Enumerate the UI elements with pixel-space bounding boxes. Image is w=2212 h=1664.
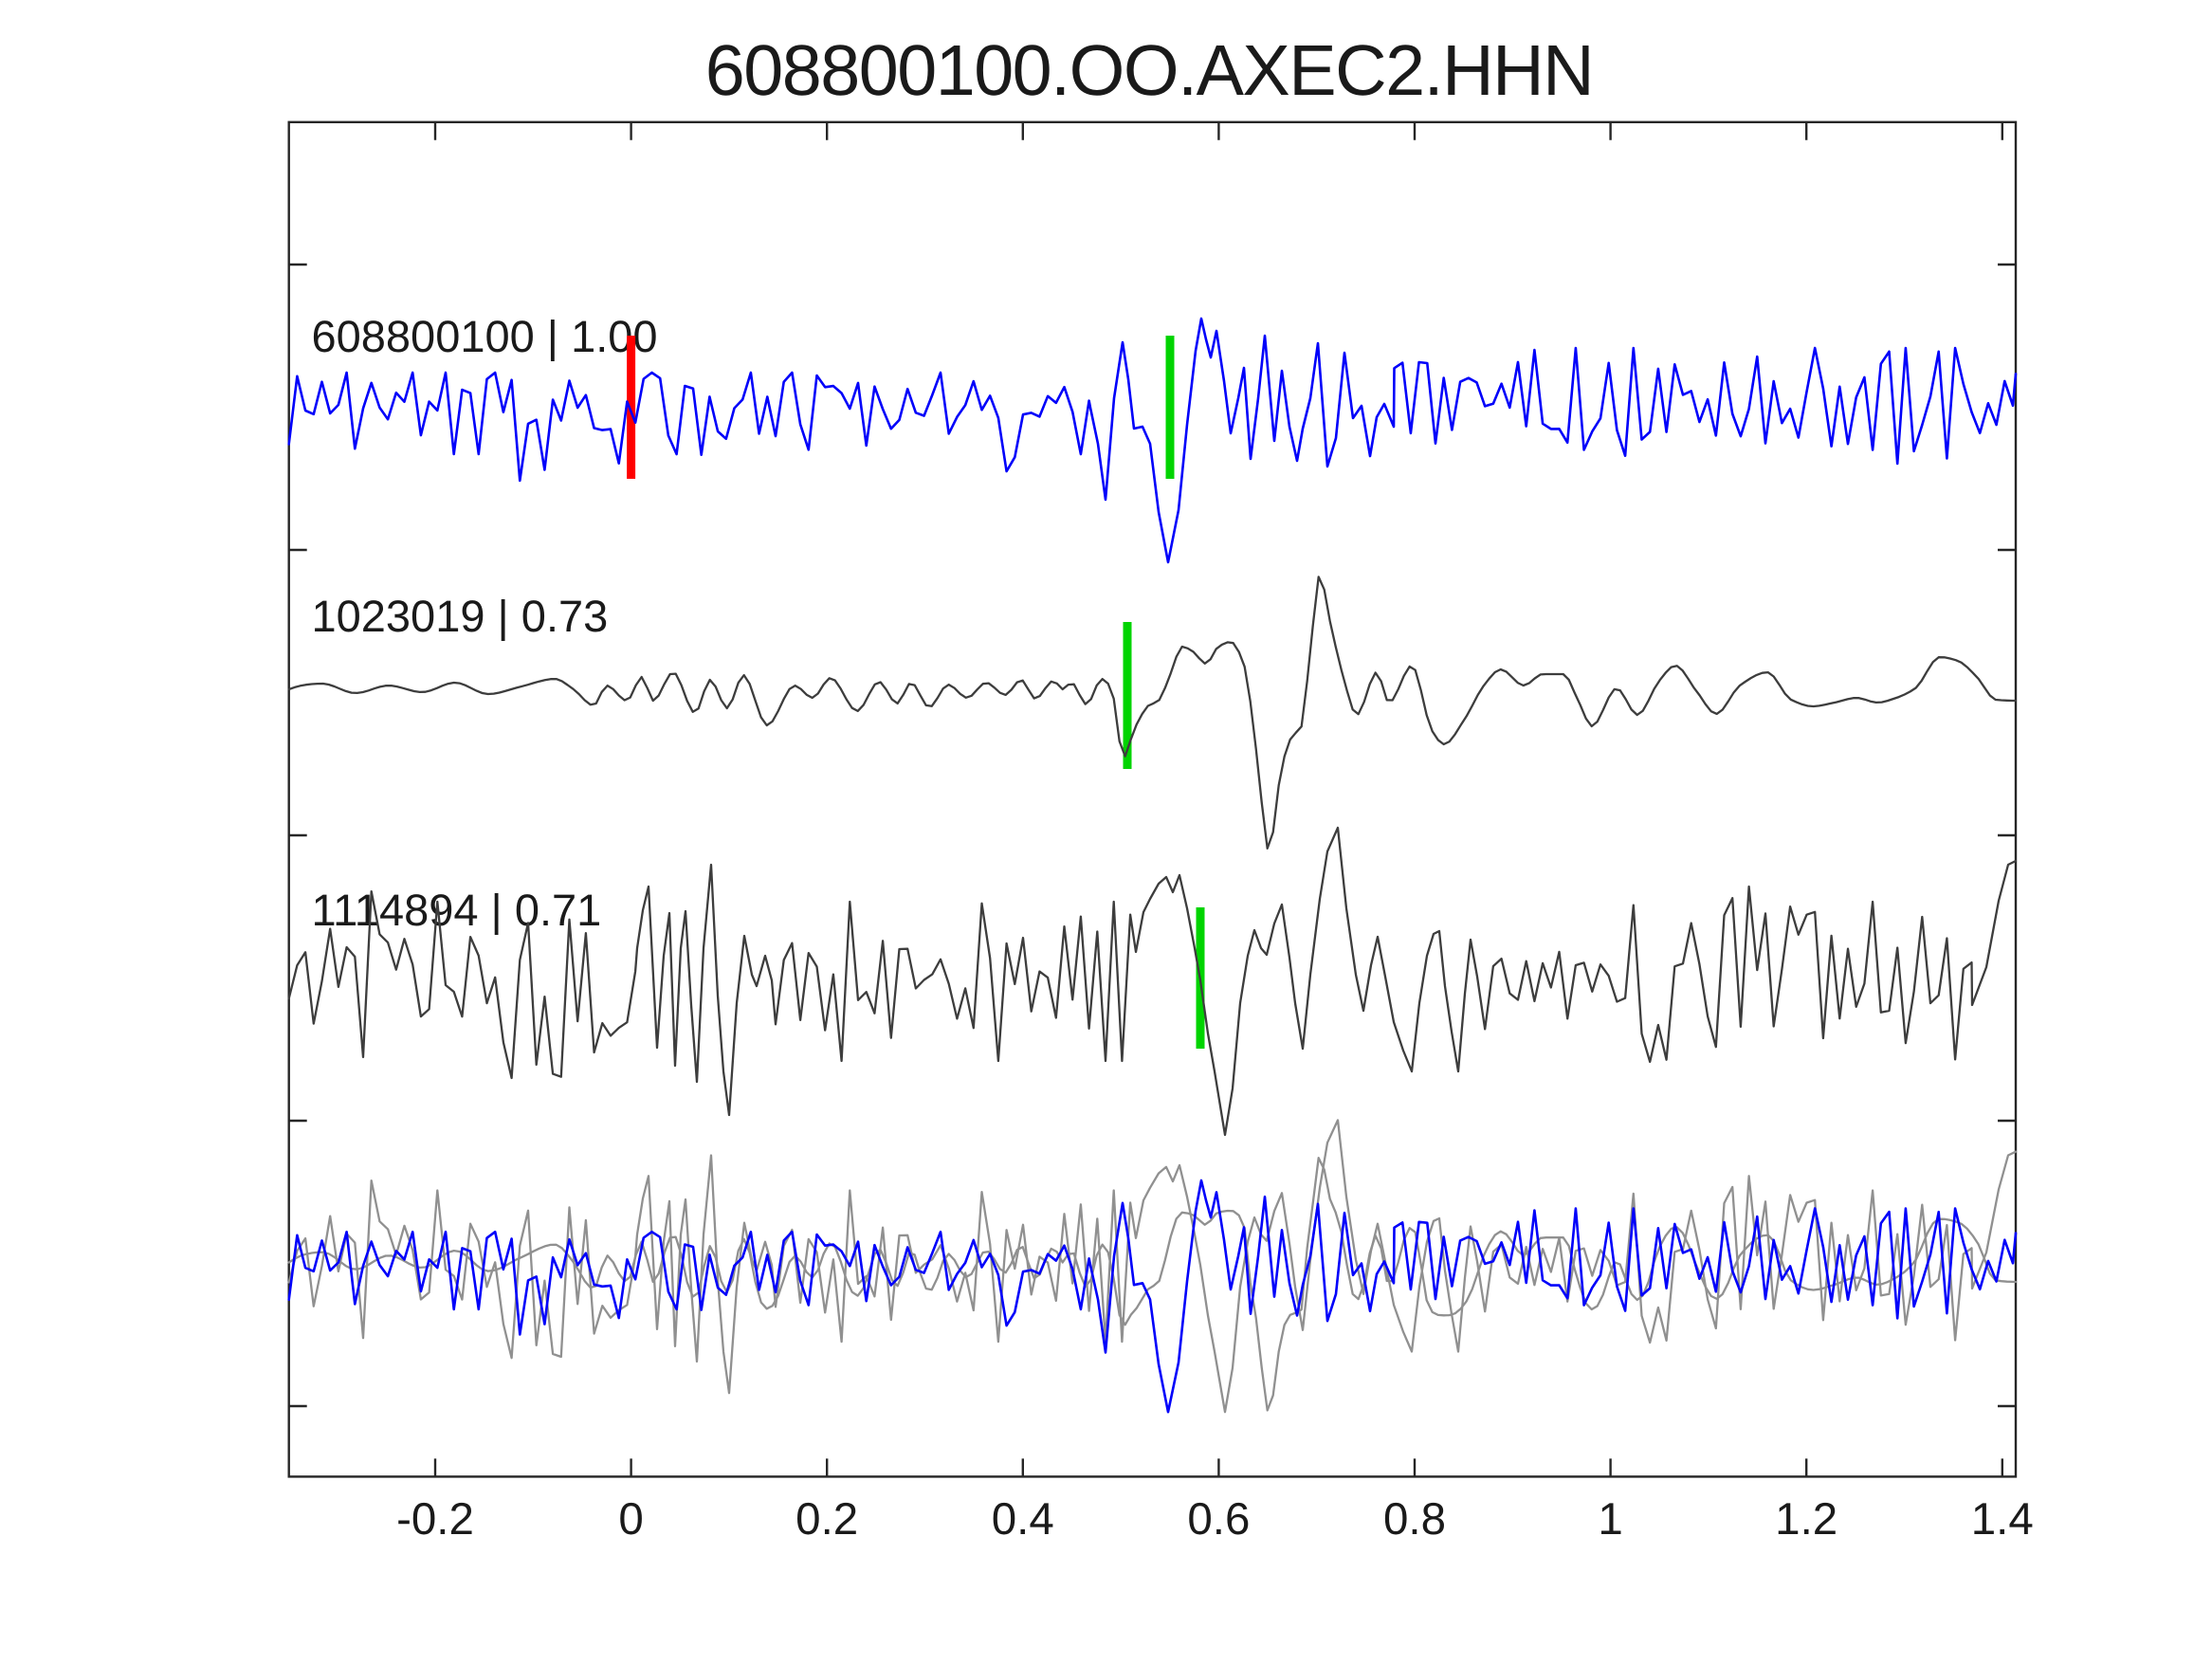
svg-text:1023019 | 0.73: 1023019 | 0.73	[312, 591, 609, 641]
svg-text:1.2: 1.2	[1775, 1494, 1837, 1545]
svg-text:0.2: 0.2	[795, 1494, 858, 1545]
svg-text:0.6: 0.6	[1187, 1494, 1250, 1545]
svg-text:-0.2: -0.2	[396, 1494, 474, 1545]
svg-text:0.4: 0.4	[992, 1494, 1054, 1545]
svg-text:1: 1	[1598, 1494, 1622, 1545]
svg-text:1.4: 1.4	[1971, 1494, 2034, 1545]
svg-text:1114894 | 0.71: 1114894 | 0.71	[312, 885, 602, 935]
svg-text:0.8: 0.8	[1383, 1494, 1446, 1545]
svg-text:608800100.OO.AXEC2.HHN: 608800100.OO.AXEC2.HHN	[705, 30, 1593, 110]
svg-text:0: 0	[618, 1494, 643, 1545]
svg-text:608800100 | 1.00: 608800100 | 1.00	[312, 311, 658, 361]
